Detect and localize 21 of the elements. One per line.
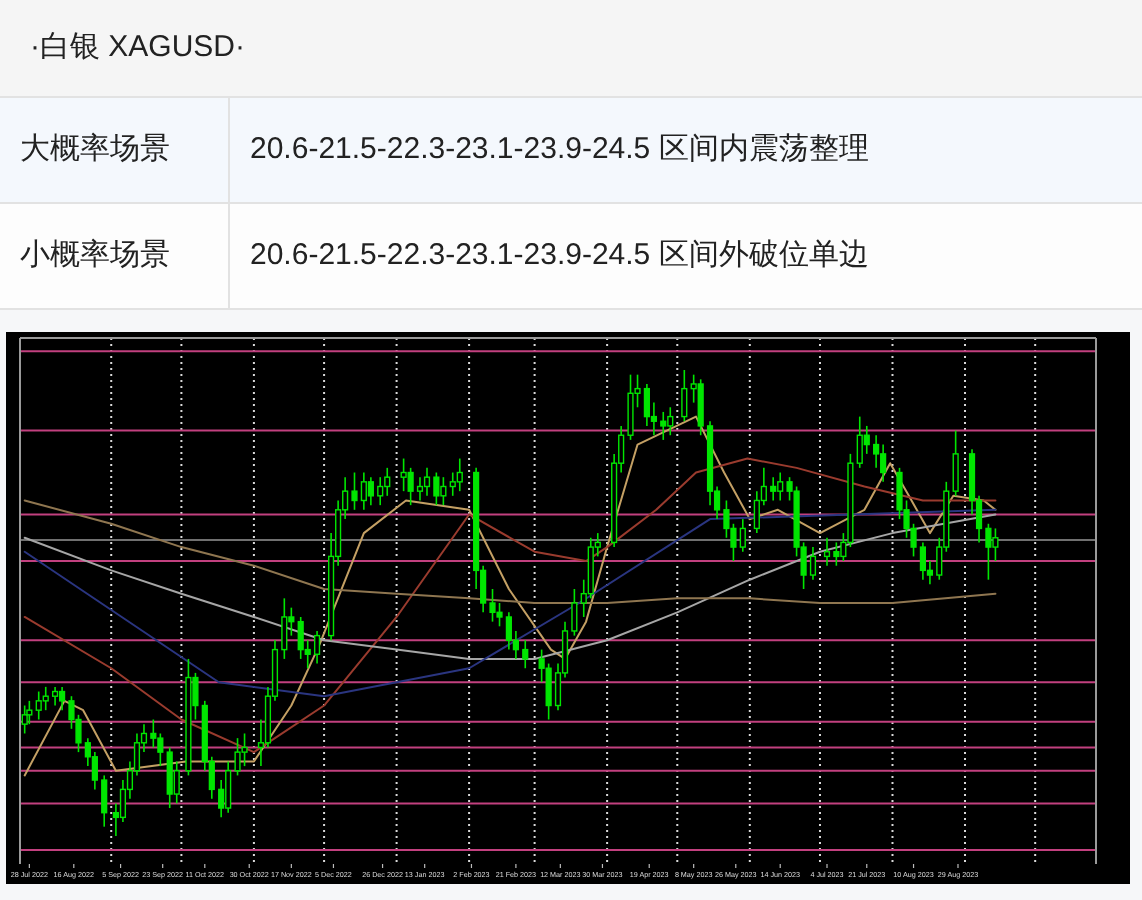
candlestick: [51, 686, 59, 707]
candlestick: [416, 476, 424, 502]
candlestick: [809, 546, 817, 581]
candlestick: [166, 746, 173, 809]
text: 20.6-21.5-22.3-23.1-23.9-24.5 区间外破位单边: [250, 236, 869, 276]
candlestick: [753, 490, 760, 534]
candlestick: [423, 467, 431, 497]
candlestick: [313, 630, 321, 665]
candlestick: [35, 690, 42, 721]
text: 20.6-21.5-22.3-23.1-23.9-24.5 区间内震荡整理: [250, 130, 869, 170]
candlestick: [856, 415, 863, 469]
candlestick: [449, 471, 456, 497]
text: 大概率场景: [20, 130, 170, 170]
text: 小概率场景: [20, 236, 170, 276]
candlestick: [384, 467, 391, 497]
candlestick: [823, 536, 831, 567]
candlestick: [456, 457, 463, 492]
chart-title: ·白银 XAGUSD·: [30, 28, 246, 68]
candlestick: [587, 536, 594, 600]
candlestick: [667, 406, 674, 437]
candlestick: [880, 443, 887, 483]
